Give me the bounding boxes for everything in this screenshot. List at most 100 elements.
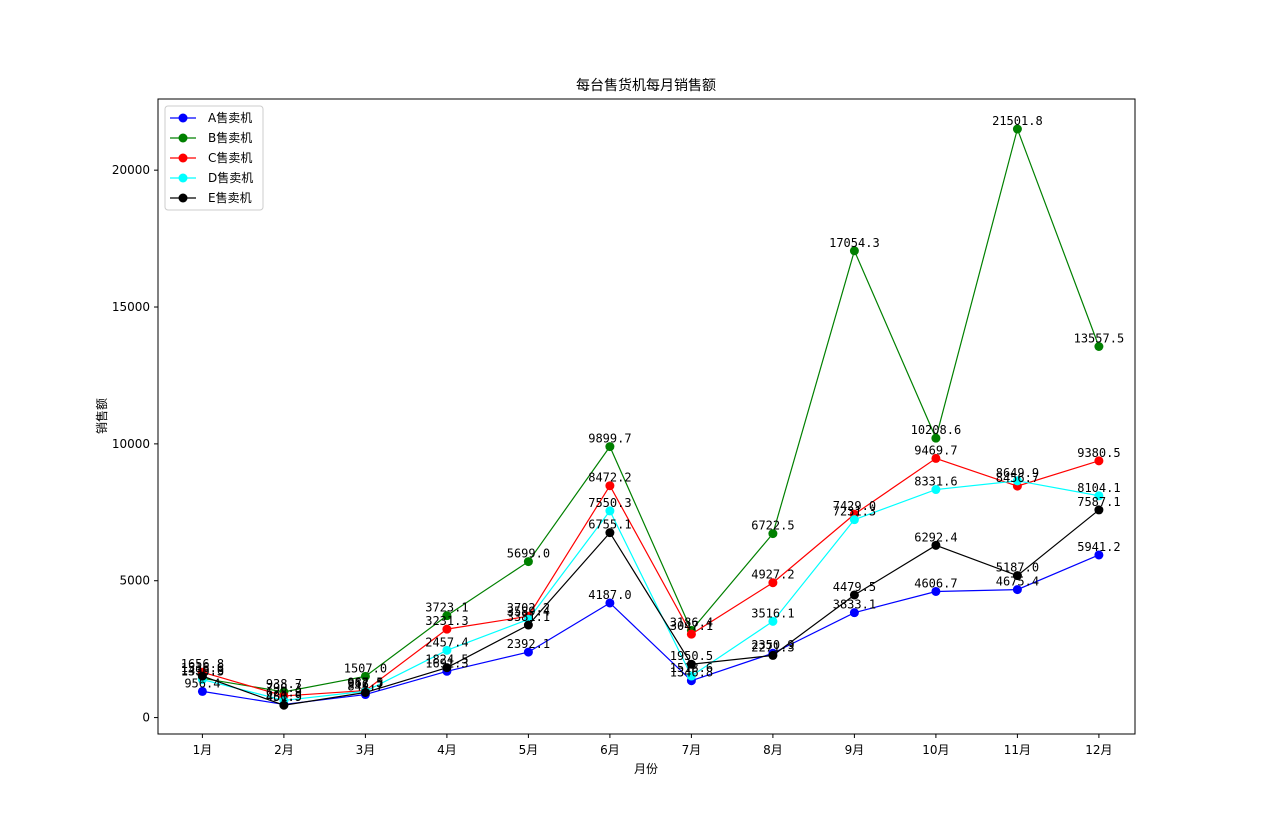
data-point	[523, 647, 533, 657]
data-label: 5699.0	[507, 547, 550, 561]
x-axis: 1月 2月 3月 4月 5月 6月 7月 8月 9月 10月 11月 12月	[193, 734, 1113, 757]
data-point	[931, 453, 941, 463]
legend-label: B售卖机	[208, 130, 252, 145]
legend-label: A售卖机	[208, 110, 252, 125]
data-point	[849, 515, 859, 525]
y-tick-label: 5000	[119, 574, 150, 588]
data-label: 6755.1	[588, 518, 631, 532]
data-point	[197, 671, 207, 681]
data-label: 987.5	[347, 676, 383, 690]
data-point	[605, 481, 615, 491]
data-label: 4675.4	[996, 575, 1039, 589]
y-axis: 0 5000 10000 15000 20000	[112, 163, 158, 725]
data-point	[1094, 456, 1104, 466]
data-label: 5941.2	[1077, 540, 1120, 554]
x-tick-label: 9月	[845, 743, 865, 757]
data-point	[768, 529, 778, 539]
data-label: 9380.5	[1077, 446, 1120, 460]
data-point	[768, 650, 778, 660]
data-label: 480.5	[266, 689, 302, 703]
data-label: 8649.9	[996, 466, 1039, 480]
data-label-layer: 956.4 480.5 841.7 1691.3 2392.1 4187.0 1346.8 2…	[181, 114, 1124, 704]
x-tick-label: 8月	[763, 743, 783, 757]
data-label: 4927.2	[751, 568, 794, 582]
data-label: 7587.1	[1077, 495, 1120, 509]
data-label: 1507.0	[344, 661, 387, 675]
y-tick-label: 0	[142, 711, 150, 725]
data-point	[849, 608, 859, 618]
data-point	[360, 671, 370, 681]
legend: A售卖机 B售卖机 C售卖机 D售卖机 E售卖机	[164, 105, 264, 211]
data-point	[442, 663, 452, 673]
data-point	[768, 616, 778, 626]
data-label: 9469.7	[914, 443, 957, 457]
x-tick-label: 3月	[356, 743, 376, 757]
data-label: 625.9	[266, 685, 302, 699]
legend-marker	[178, 173, 188, 183]
legend-label: C售卖机	[208, 150, 252, 165]
chart-title: 每台售货机每月销售额	[576, 77, 716, 94]
legend-box	[164, 105, 264, 211]
data-point	[605, 506, 615, 516]
data-label: 3589.4	[507, 604, 550, 618]
data-point	[931, 540, 941, 550]
data-label: 7231.3	[833, 505, 876, 519]
data-label: 3186.4	[670, 615, 713, 629]
data-label: 17054.3	[829, 236, 880, 250]
data-label: 21501.8	[992, 114, 1043, 128]
y-axis-label: 销售额	[94, 398, 109, 434]
legend-marker	[178, 193, 188, 203]
data-point	[1094, 341, 1104, 351]
data-label: 841.7	[347, 680, 383, 694]
data-label: 9899.7	[588, 432, 631, 446]
series-line	[202, 480, 1100, 702]
x-tick-label: 6月	[600, 743, 620, 757]
data-label: 6292.4	[914, 530, 957, 544]
data-label: 10208.6	[911, 423, 962, 437]
data-label: 1516.6	[181, 661, 224, 675]
legend-label: D售卖机	[208, 170, 253, 185]
data-point	[1094, 505, 1104, 515]
y-tick-label: 10000	[112, 437, 150, 451]
data-point	[279, 700, 289, 710]
data-label: 2271.3	[751, 640, 794, 654]
data-point	[931, 433, 941, 443]
data-label: 1656.8	[181, 657, 224, 671]
data-point	[1094, 550, 1104, 560]
data-label: 1390.3	[181, 665, 224, 679]
data-label: 1518.6	[670, 661, 713, 675]
data-label: 7550.3	[588, 496, 631, 510]
x-axis-label: 月份	[634, 762, 658, 776]
data-point	[442, 645, 452, 655]
legend-marker	[178, 133, 188, 143]
data-label: 790.3	[266, 681, 302, 695]
data-point	[931, 485, 941, 495]
data-label: 5187.0	[996, 561, 1039, 575]
series-layer	[197, 124, 1104, 710]
data-point	[605, 598, 615, 608]
series-line	[202, 457, 1100, 697]
data-label: 4606.7	[914, 576, 957, 590]
x-tick-label: 5月	[519, 743, 539, 757]
data-label: 1950.5	[670, 649, 713, 663]
data-point	[1012, 585, 1022, 595]
data-label: 8331.6	[914, 475, 957, 489]
x-tick-label: 2月	[274, 743, 294, 757]
data-point	[523, 557, 533, 567]
x-tick-label: 1月	[193, 743, 213, 757]
data-label: 1435.6	[181, 663, 224, 677]
data-label: 916.7	[347, 677, 383, 691]
data-label: 3381.1	[507, 610, 550, 624]
x-tick-label: 7月	[682, 743, 702, 757]
y-tick-label: 20000	[112, 163, 150, 177]
x-tick-label: 11月	[1004, 743, 1031, 757]
data-point	[523, 620, 533, 630]
y-tick-label: 15000	[112, 300, 150, 314]
data-label: 7429.0	[833, 499, 876, 513]
data-label: 3723.1	[425, 601, 468, 615]
data-point	[686, 671, 696, 681]
data-label: 3702.2	[507, 601, 550, 615]
data-label: 3047.1	[670, 619, 713, 633]
data-label: 1691.3	[425, 656, 468, 670]
